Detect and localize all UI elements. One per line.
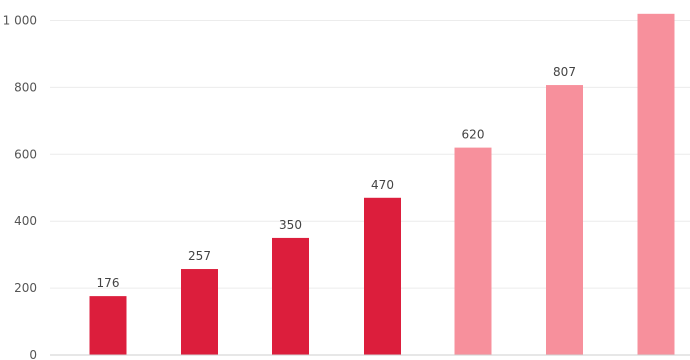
- y-tick-label: 600: [14, 147, 37, 161]
- bar: [181, 269, 218, 355]
- data-labels: 176 257 350 470 620 807: [97, 65, 576, 290]
- bar-value-label: 620: [462, 128, 485, 142]
- bars: [89, 13, 675, 356]
- bar: [364, 197, 401, 355]
- bar: [272, 237, 309, 355]
- bar-value-label: 470: [371, 178, 394, 192]
- bar-value-label: 176: [97, 276, 120, 290]
- y-tick-label: 400: [14, 214, 37, 228]
- y-tick-label: 1 000: [3, 14, 37, 28]
- bar-value-label: 350: [279, 218, 302, 232]
- bar: [637, 13, 675, 356]
- bar: [546, 85, 583, 355]
- bar-value-label: 257: [188, 249, 211, 263]
- gridlines: [50, 20, 690, 289]
- y-axis-ticks: 0 200 400 600 800 1 000: [3, 14, 37, 360]
- y-tick-label: 800: [14, 80, 37, 94]
- y-tick-label: 0: [29, 348, 37, 360]
- bar-value-label: 807: [553, 65, 576, 79]
- y-tick-label: 200: [14, 281, 37, 295]
- bar: [454, 147, 492, 355]
- bar: [89, 296, 127, 355]
